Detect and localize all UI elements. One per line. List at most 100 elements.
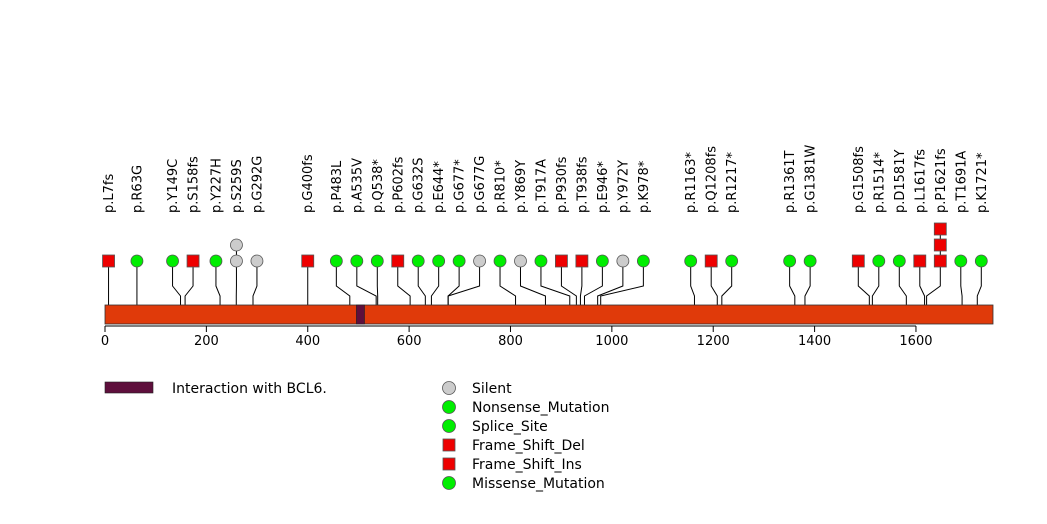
mutation-stem — [857, 261, 870, 305]
mutation-label: p.R1163* — [684, 151, 699, 213]
mutation-label: p.R1217* — [725, 151, 740, 213]
mutation-marker-circle — [892, 254, 906, 268]
mutation-label: p.Q538* — [371, 159, 386, 213]
mutation-marker-circle — [872, 254, 886, 268]
mutation-label: p.G292G — [250, 156, 265, 213]
mutation-stem — [215, 261, 221, 305]
mutation-label: p.D1581Y — [893, 150, 908, 213]
mutation-label: p.Y869Y — [514, 160, 529, 213]
mutation-marker-square — [301, 254, 315, 268]
mutation-marker-square — [851, 254, 865, 268]
legend-domain-swatch — [104, 381, 154, 394]
mutation-marker-circle — [954, 254, 968, 268]
mutation-stem — [960, 261, 963, 305]
mutation-marker-square — [933, 222, 947, 236]
mutation-label: p.P930fs — [555, 156, 570, 213]
mutation-label: p.Y972Y — [616, 160, 631, 213]
mutation-stem — [447, 261, 481, 305]
mutation-marker-square — [186, 254, 200, 268]
mutation-stem — [499, 261, 517, 305]
x-axis: 0 200 400 600 800 1000 1200 1400 1600 — [101, 325, 933, 349]
mutation-marker-circle — [452, 254, 466, 268]
mutation-stem — [871, 261, 880, 305]
mutation-label: p.G677* — [453, 159, 468, 213]
mutation-marker-circle — [493, 254, 507, 268]
mutation-stem — [597, 261, 624, 305]
mutation-marker-circle — [783, 254, 797, 268]
mutation-marker-circle — [473, 254, 486, 268]
mutation-marker-circle — [974, 254, 988, 268]
mutation-marker-circle — [534, 254, 548, 268]
mutation-stem — [417, 261, 426, 305]
legend-mutation-label: Splice_Site — [472, 419, 548, 435]
mutation-marker-circle — [803, 254, 817, 268]
mutation-marker-circle — [432, 254, 446, 268]
tick-label: 1600 — [899, 334, 932, 349]
mutation-marker-square — [391, 254, 405, 268]
domain-block — [356, 304, 365, 325]
mutation-label: p.T917A — [534, 159, 549, 213]
mutation-marker-square — [102, 254, 115, 268]
mutation-marker-circle — [725, 254, 739, 268]
mutation-stem — [600, 261, 644, 305]
mutation-marker-square — [933, 254, 947, 268]
legend-marker-square — [442, 457, 456, 471]
legend-domain-label: Interaction with BCL6. — [172, 381, 327, 397]
mutation-label: p.T1691A — [954, 151, 969, 213]
mutation-label: p.S158fs — [187, 156, 202, 213]
mutation-marker-square — [555, 254, 568, 268]
mutation-stem — [335, 261, 351, 305]
mutation-marker-circle — [684, 254, 698, 268]
mutation-marker-square — [575, 254, 589, 268]
legend-mutation-label: Silent — [472, 381, 512, 397]
tick-label: 400 — [295, 334, 320, 349]
mutation-stem — [710, 261, 718, 305]
mutation-marker-circle — [230, 238, 243, 252]
mutation-stem — [447, 261, 460, 305]
protein-bar-group — [104, 304, 994, 325]
mutation-marker-circle — [130, 254, 144, 268]
mutation-stem — [690, 261, 695, 305]
mutation-label: p.Y227H — [209, 158, 224, 213]
mutation-label: p.A535V — [350, 158, 365, 213]
mutation-marker-circle — [166, 254, 179, 268]
mutation-label: p.K1721* — [975, 152, 990, 213]
mutation-marker-square — [933, 238, 947, 252]
tick-label: 600 — [397, 334, 422, 349]
mutation-label: p.G1381W — [804, 144, 819, 213]
legend-marker-circle — [442, 419, 456, 433]
mutation-marker-circle — [209, 254, 223, 268]
tick-label: 0 — [101, 334, 109, 349]
mutation-marker-circle — [329, 254, 343, 268]
mutation-marker-circle — [616, 254, 630, 268]
mutation-stem — [804, 261, 811, 305]
mutation-marker-circle — [250, 254, 264, 268]
mutation-label: p.P1621fs — [934, 148, 949, 213]
mutation-stem — [789, 261, 796, 305]
mutation-marker-circle — [411, 254, 425, 268]
mutation-label: p.G400fs — [301, 154, 316, 213]
mutation-stem — [519, 261, 546, 305]
mutation-labels: p.L7fs p.R63G p.Y149C p.S158fs p.Y227H p.S259… — [102, 144, 990, 213]
mutation-stem — [430, 261, 440, 305]
mutation-label: p.E946* — [596, 161, 611, 213]
mutation-marker-circle — [595, 254, 609, 268]
mutation-markers — [102, 222, 988, 268]
mutation-marker-circle — [350, 254, 364, 268]
legend-marker-circle — [442, 400, 456, 414]
mutation-label: p.G1508fs — [852, 146, 867, 213]
mutation-label: p.G677G — [473, 156, 488, 213]
mutation-marker-circle — [370, 254, 384, 268]
mutation-label: p.Q1208fs — [705, 146, 720, 213]
mutation-label: p.L1617fs — [913, 149, 928, 213]
mutation-stem — [172, 261, 182, 305]
mutation-stem — [397, 261, 411, 305]
mutation-marker-circle — [230, 254, 243, 268]
legend: Interaction with BCL6. Silent Nonsense_Mut… — [104, 381, 609, 492]
mutation-stem — [579, 261, 583, 305]
tick-label: 1400 — [798, 334, 831, 349]
mutation-stem — [919, 261, 926, 305]
mutation-label: p.T938fs — [575, 156, 590, 213]
mutation-marker-circle — [514, 254, 527, 268]
